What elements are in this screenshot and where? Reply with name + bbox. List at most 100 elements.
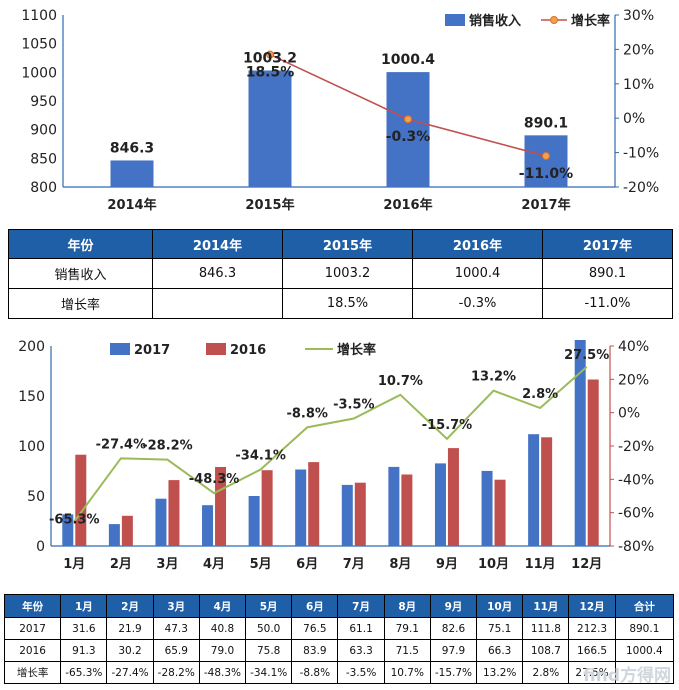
y-tick-label: 100 (18, 439, 45, 455)
bar-2016 (494, 479, 506, 546)
table-header-cell: 7月 (337, 594, 385, 618)
table-cell: -15.7% (429, 661, 478, 684)
table-cell: 79.0 (198, 639, 247, 662)
x-tick-label: 2015年 (245, 197, 294, 213)
table-header-cell: 年份 (8, 229, 153, 259)
bar-2017 (481, 470, 493, 546)
bar-2017 (295, 469, 307, 546)
legend-swatch-bar (445, 14, 465, 26)
table-cell: 2016 (3, 639, 62, 662)
rate-label: -0.3% (386, 129, 431, 145)
table-row: 销售收入 846.3 1003.2 1000.4 890.1 (8, 258, 673, 289)
rate-label: -3.5% (333, 398, 374, 413)
table-header-cell: 2017年 (542, 229, 673, 259)
y2-tick-label: -60% (618, 506, 654, 522)
bar-2017 (528, 434, 540, 546)
table-cell: 79.1 (383, 617, 431, 640)
table-cell: 47.3 (152, 617, 200, 640)
bar-2016 (587, 379, 599, 546)
table-cell: -65.3% (60, 661, 108, 684)
table-header-cell: 年份 (3, 594, 62, 618)
table-cell: 50.0 (245, 617, 293, 640)
rate-label: 18.5% (246, 65, 295, 81)
table-cell: 2017 (3, 617, 62, 640)
y-tick-label: 1000 (21, 65, 57, 81)
legend-label: 2017 (134, 343, 170, 358)
bar-2016 (168, 480, 180, 546)
table-cell: 1003.2 (282, 258, 413, 289)
rate-label: -8.8% (286, 406, 327, 421)
x-tick-label: 3月 (156, 557, 178, 572)
table-header-cell: 2月 (106, 594, 154, 618)
table-header-cell: 4月 (198, 594, 247, 618)
y2-tick-label: 0% (618, 406, 640, 422)
x-tick-label: 4月 (203, 557, 225, 572)
growth-point (404, 115, 412, 124)
table-cell: -28.2% (152, 661, 200, 684)
rate-label: -48.3% (189, 472, 240, 487)
x-tick-label: 11月 (525, 557, 556, 572)
y2-tick-label: -40% (618, 472, 654, 488)
table-cell: 212.3 (568, 617, 616, 640)
y2-tick-label: -10% (623, 146, 659, 162)
table-cell: -34.1% (245, 661, 293, 684)
rate-label: -11.0% (519, 166, 573, 182)
x-tick-label: 8月 (389, 557, 411, 572)
bar-2016 (308, 462, 320, 546)
monthly-sales-table: 年份 1月 2月 3月 4月 5月 6月 7月 8月 9月 10月 11月 12… (3, 594, 675, 684)
table-header-cell: 12月 (568, 594, 616, 618)
table-cell: 166.5 (568, 639, 616, 662)
bar-2016 (261, 470, 273, 546)
y2-tick-label: -20% (618, 439, 654, 455)
rate-label: 13.2% (471, 370, 516, 385)
data-label: 890.1 (524, 115, 568, 131)
table-cell: -11.0% (542, 288, 673, 319)
y2-tick-label: -80% (618, 539, 654, 555)
growth-point (542, 152, 550, 161)
data-label: 1003.2 (243, 50, 297, 66)
table-cell: 71.5 (383, 639, 431, 662)
rate-label: -34.1% (235, 449, 286, 464)
table-cell: 83.9 (291, 639, 339, 662)
bar (386, 72, 430, 187)
table-row: 增长率 -65.3% -27.4% -28.2% -48.3% -34.1% -… (3, 661, 675, 684)
x-tick-label: 10月 (478, 557, 509, 572)
rate-label: 27.5% (564, 348, 609, 363)
table-cell: 75.1 (476, 617, 524, 640)
bar-2017 (248, 496, 260, 546)
x-tick-label: 7月 (343, 557, 365, 572)
table-header-cell: 8月 (383, 594, 431, 618)
annual-sales-chart: 800 850 900 950 1000 1050 1100 -20% -10% 0% 10% 20%… (21, 8, 659, 213)
table-header-cell: 2015年 (282, 229, 413, 259)
bar-2017 (574, 340, 586, 546)
x-tick-label: 5月 (250, 557, 272, 572)
rate-label: -28.2% (142, 439, 193, 454)
bar-2017 (62, 514, 74, 546)
table-header-cell: 3月 (152, 594, 200, 618)
y2-tick-label: 40% (618, 339, 649, 355)
table-cell: 97.9 (429, 639, 478, 662)
y-tick-label: 200 (18, 339, 45, 355)
y2-tick-label: 20% (623, 42, 654, 58)
legend-swatch-marker (550, 16, 558, 24)
y-tick-label: 0 (36, 539, 45, 555)
bar-2016 (354, 482, 366, 546)
bar-2016 (121, 515, 133, 546)
x-tick-label: 2014年 (107, 197, 156, 213)
data-label: 1000.4 (381, 52, 435, 68)
bar-2017 (388, 466, 400, 546)
table-header-row: 年份 1月 2月 3月 4月 5月 6月 7月 8月 9月 10月 11月 12… (3, 594, 675, 618)
legend-label: 2016 (230, 343, 266, 358)
bar-2017 (108, 524, 120, 546)
x-tick-label: 9月 (436, 557, 458, 572)
table-cell: 1000.4 (412, 258, 543, 289)
table-cell: -8.8% (291, 661, 339, 684)
bar-2016 (215, 467, 227, 546)
table-cell: 30.2 (106, 639, 154, 662)
table-cell: 2.8% (522, 661, 570, 684)
table-cell (152, 288, 283, 319)
bar (248, 70, 292, 187)
y-tick-label: 950 (30, 94, 57, 110)
bar-2017 (155, 498, 167, 546)
x-tick-label: 2月 (110, 557, 132, 572)
